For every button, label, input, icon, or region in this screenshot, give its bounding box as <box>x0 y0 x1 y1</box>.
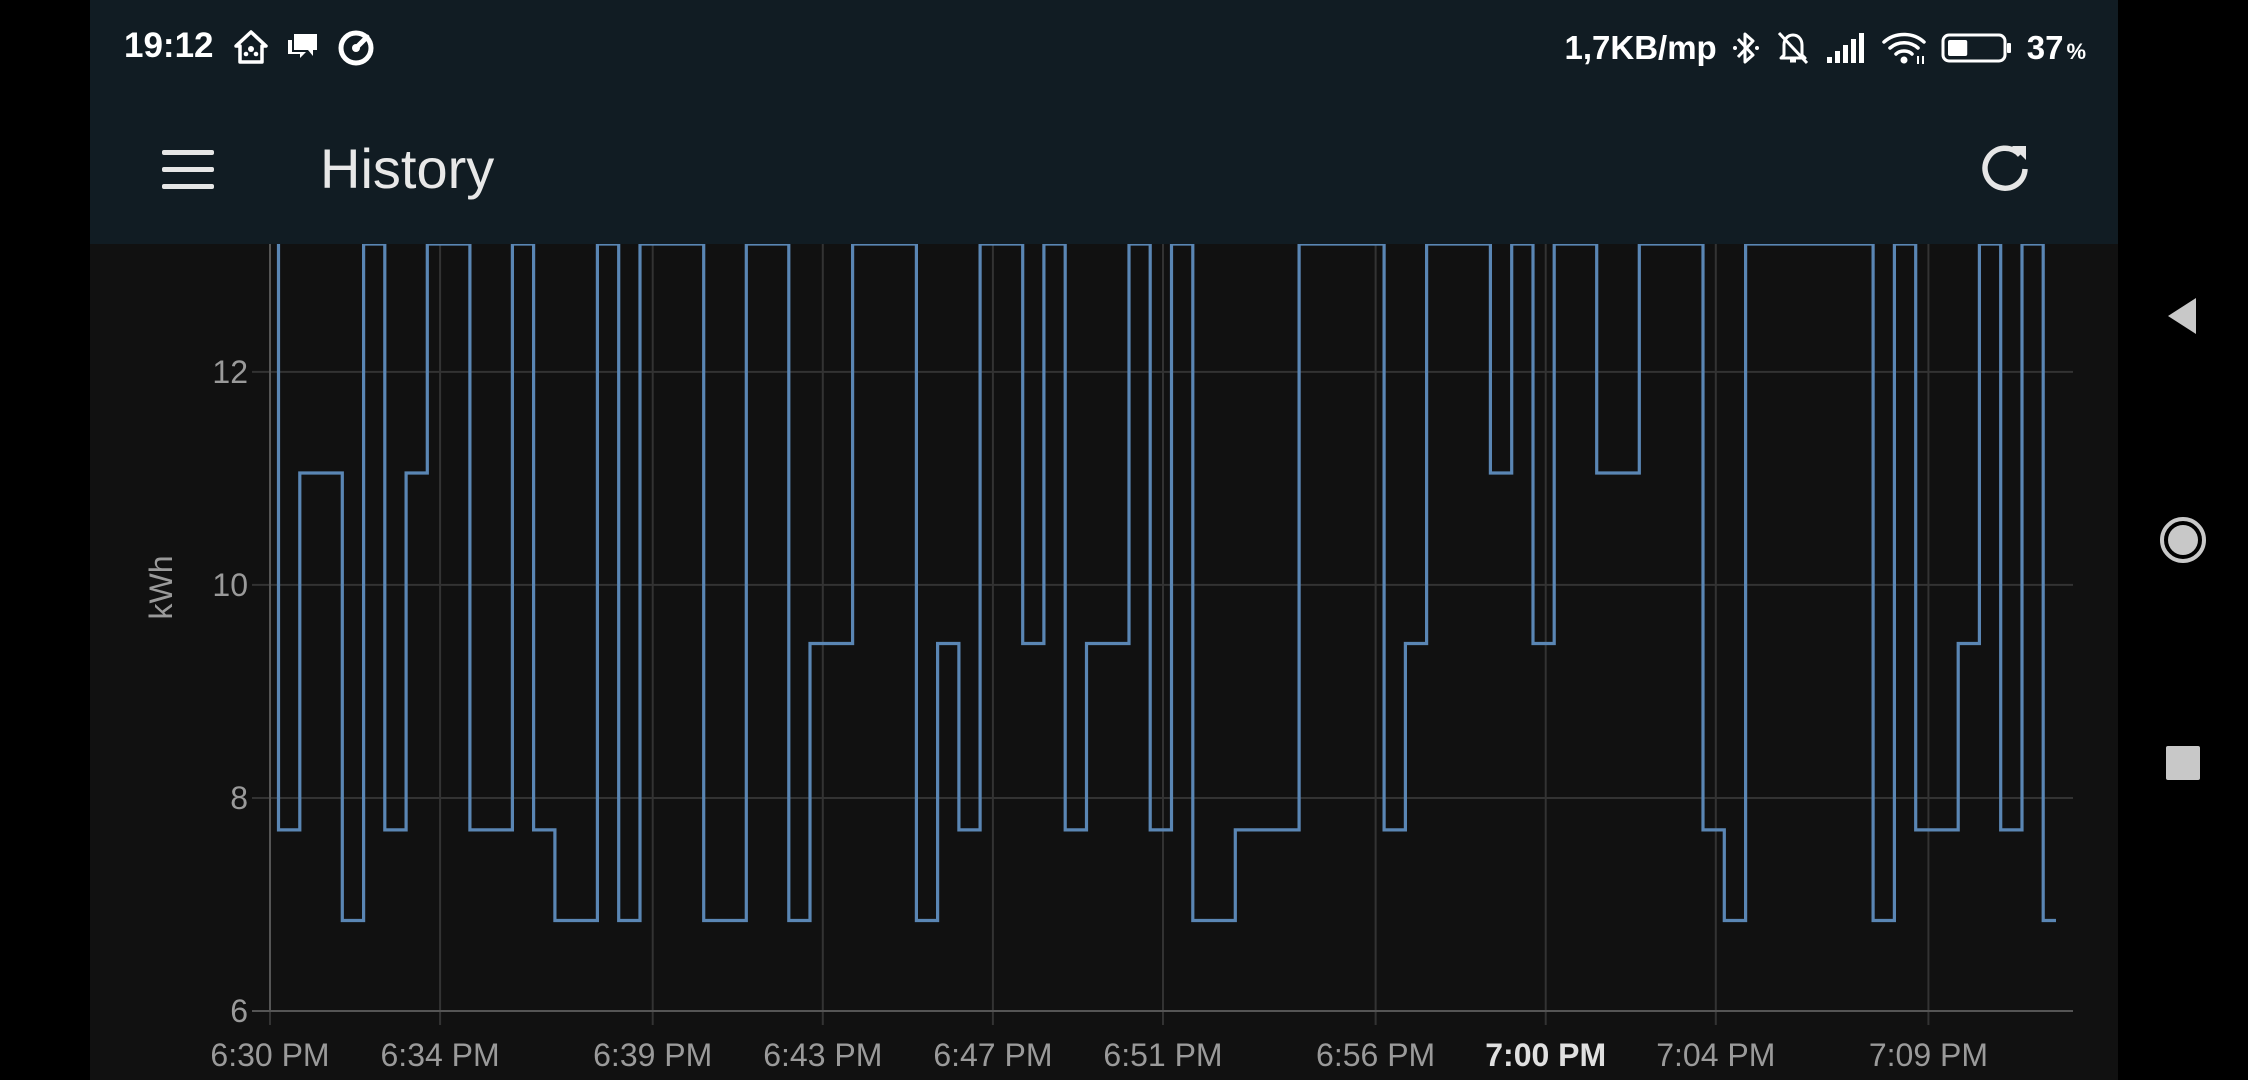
bluetooth-icon <box>1732 32 1759 64</box>
recents-icon <box>2166 746 2200 780</box>
chart-grid <box>252 244 2073 1025</box>
chart-axes <box>252 244 2073 1012</box>
status-bar: 19:12 1,7KB/mp <box>90 0 2118 96</box>
network-rate: 1,7KB/mp <box>1564 29 1717 66</box>
battery-icon <box>1941 33 2011 63</box>
app-bar: History <box>90 96 2118 244</box>
menu-button[interactable] <box>154 138 218 202</box>
x-tick-label: 7:09 PM <box>1869 1037 1988 1073</box>
y-tick-label: 8 <box>230 780 248 816</box>
x-tick-label: 7:00 PM <box>1485 1037 1606 1073</box>
x-tick-label: 6:30 PM <box>210 1037 329 1073</box>
x-tick-label: 6:43 PM <box>763 1037 882 1073</box>
x-tick-label: 6:39 PM <box>593 1037 712 1073</box>
signal-icon <box>1826 33 1864 63</box>
back-button[interactable] <box>2118 256 2248 376</box>
bell-off-icon <box>1777 31 1808 65</box>
refresh-icon <box>1982 145 2028 191</box>
system-navigation-bar <box>2118 0 2248 1080</box>
y-tick-label: 6 <box>230 993 248 1029</box>
chart-labels: 6 8 10 12 6:30 PM 6:34 PM 6:39 PM 6:43 PM 6:47 P… <box>143 354 1988 1073</box>
x-tick-label: 6:34 PM <box>381 1037 500 1073</box>
chart-series <box>276 244 2056 923</box>
chart-svg: 6 8 10 12 6:30 PM 6:34 PM 6:39 PM 6:43 PM 6:47 P… <box>143 244 2073 1073</box>
y-tick-label: 12 <box>212 354 248 390</box>
chat-icon <box>288 34 317 58</box>
system-status-icons: 1,7KB/mp <box>1565 26 2087 70</box>
battery-percent: 37% <box>2026 29 2086 66</box>
y-tick-label: 10 <box>212 567 248 603</box>
home-icon <box>2160 517 2206 563</box>
home-assistant-icon <box>234 30 268 64</box>
notification-icons <box>232 28 376 68</box>
battery-fill <box>1947 40 1967 56</box>
wifi-icon <box>1881 32 1926 64</box>
back-icon <box>2168 298 2196 334</box>
y-axis-label: kWh <box>143 556 179 620</box>
app-screen: 19:12 1,7KB/mp <box>90 0 2118 1080</box>
x-tick-label: 6:51 PM <box>1103 1037 1222 1073</box>
series-line <box>276 244 2056 923</box>
status-time: 19:12 <box>124 26 214 65</box>
x-tick-label: 7:04 PM <box>1656 1037 1775 1073</box>
refresh-button[interactable] <box>1974 138 2036 200</box>
x-tick-label: 6:47 PM <box>933 1037 1052 1073</box>
home-button[interactable] <box>2118 480 2248 600</box>
history-chart[interactable]: 6 8 10 12 6:30 PM 6:34 PM 6:39 PM 6:43 PM 6:47 P… <box>90 244 2118 1080</box>
page-title: History <box>320 137 495 200</box>
recents-button[interactable] <box>2118 703 2248 823</box>
x-tick-label: 6:56 PM <box>1316 1037 1435 1073</box>
speedometer-icon <box>338 30 374 66</box>
